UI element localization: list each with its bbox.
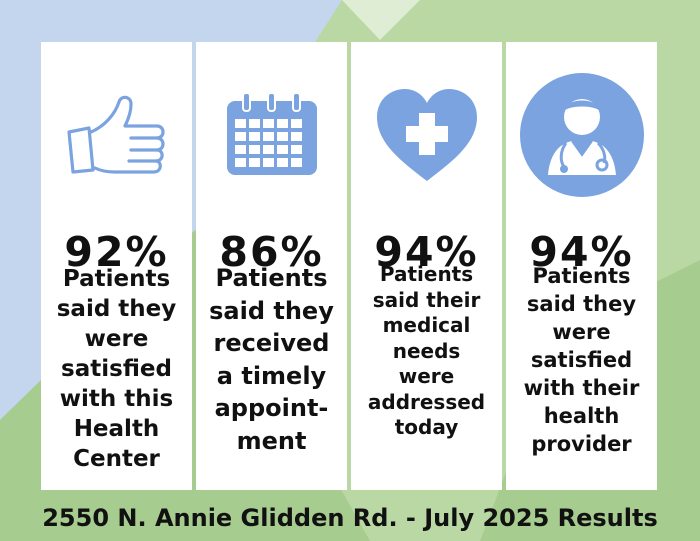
calendar-icon: [196, 72, 347, 198]
stat-card-satisfied-center: 92% Patients said they were satisfied wi…: [41, 42, 192, 490]
footer-caption: 2550 N. Annie Glidden Rd. - July 2025 Re…: [42, 504, 658, 532]
stat-description: Patients said they received a timely app…: [209, 264, 334, 455]
stat-description: Patients said they were satisfied with t…: [523, 264, 640, 456]
stat-card-satisfied-provider: 94% Patients said they were satisfied wi…: [506, 42, 657, 490]
stat-description: Patients said their medical needs were a…: [367, 262, 486, 439]
stat-description: Patients said they were satisfied with t…: [56, 266, 177, 472]
doctor-icon: [506, 72, 657, 198]
thumbs-up-icon: [41, 72, 192, 198]
stat-card-medical-needs: 94% Patients said their medical needs we…: [351, 42, 502, 490]
percent-value: 94%: [529, 228, 634, 276]
heart-plus-icon: [351, 72, 502, 198]
percent-value: 92%: [64, 228, 169, 276]
percent-value: 94%: [374, 228, 479, 276]
percent-value: 86%: [219, 228, 324, 276]
stat-card-timely-appointment: 86% Patients said they received a timely…: [196, 42, 347, 490]
